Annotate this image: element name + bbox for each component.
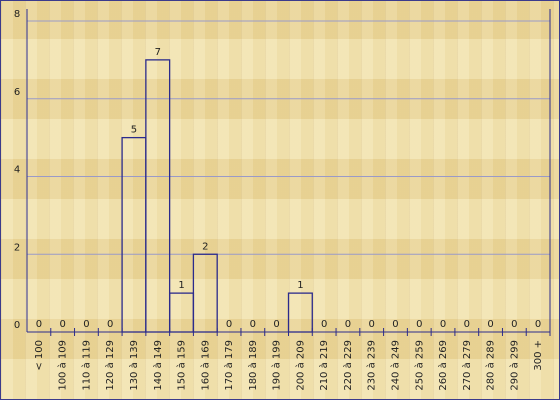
data-label: 0	[107, 319, 113, 330]
y-tick-label: 6	[14, 87, 20, 98]
bar	[145, 59, 171, 333]
bar	[192, 253, 218, 333]
x-tick-label: 270 à 279	[461, 340, 473, 391]
x-tick-label: 190 à 199	[271, 340, 283, 391]
x-tick-label: 120 à 129	[104, 340, 116, 391]
data-label: 0	[416, 319, 422, 330]
y-tick-label: 2	[14, 242, 20, 253]
data-label: 0	[487, 319, 493, 330]
x-tick-label: 200 à 209	[294, 340, 306, 391]
x-tick-label: 230 à 239	[366, 340, 378, 391]
data-label: 0	[369, 319, 375, 330]
data-label: 7	[155, 47, 161, 58]
x-tick-label: 130 à 139	[128, 340, 140, 391]
data-label: 0	[321, 319, 327, 330]
bar	[168, 292, 195, 333]
bar	[287, 292, 313, 333]
x-tick-label: 150 à 159	[176, 340, 188, 391]
x-tick-label: 220 à 229	[342, 340, 354, 391]
data-label: 0	[226, 319, 232, 330]
data-label: 1	[178, 280, 184, 291]
data-label: 0	[535, 319, 541, 330]
data-label: 0	[83, 319, 89, 330]
data-label: 5	[131, 125, 137, 136]
y-tick-label: 0	[14, 320, 20, 331]
x-tick-label: 110 à 119	[80, 340, 92, 391]
x-tick-label: 280 à 289	[485, 340, 497, 391]
data-label: 0	[59, 319, 65, 330]
data-label: 0	[464, 319, 470, 330]
data-label: 0	[392, 319, 398, 330]
data-label: 0	[36, 319, 42, 330]
x-tick-label: 290 à 299	[508, 340, 520, 391]
data-label: 0	[511, 319, 517, 330]
x-tick-label: < 100	[34, 340, 45, 371]
x-tick-label: 160 à 169	[199, 340, 211, 391]
x-tick-label: 100 à 109	[57, 340, 69, 391]
x-tick-label: 250 à 259	[413, 340, 425, 391]
y-tick-label: 4	[14, 165, 20, 176]
data-label: 0	[345, 319, 351, 330]
data-label: 0	[273, 319, 279, 330]
y-tick-label: 8	[14, 9, 20, 20]
x-tick-label: 170 à 179	[223, 340, 235, 391]
data-label: 0	[440, 319, 446, 330]
data-label: 0	[250, 319, 256, 330]
x-tick-label: 240 à 249	[389, 340, 401, 391]
x-tick-label: 260 à 269	[437, 340, 449, 391]
bar	[121, 136, 147, 333]
x-tick-label: 140 à 149	[152, 340, 164, 391]
x-tick-label: 300 +	[533, 340, 544, 371]
x-tick-label: 180 à 189	[247, 340, 259, 391]
x-tick-label: 210 à 219	[318, 340, 330, 391]
data-label: 2	[202, 241, 208, 252]
data-label: 1	[297, 280, 303, 291]
